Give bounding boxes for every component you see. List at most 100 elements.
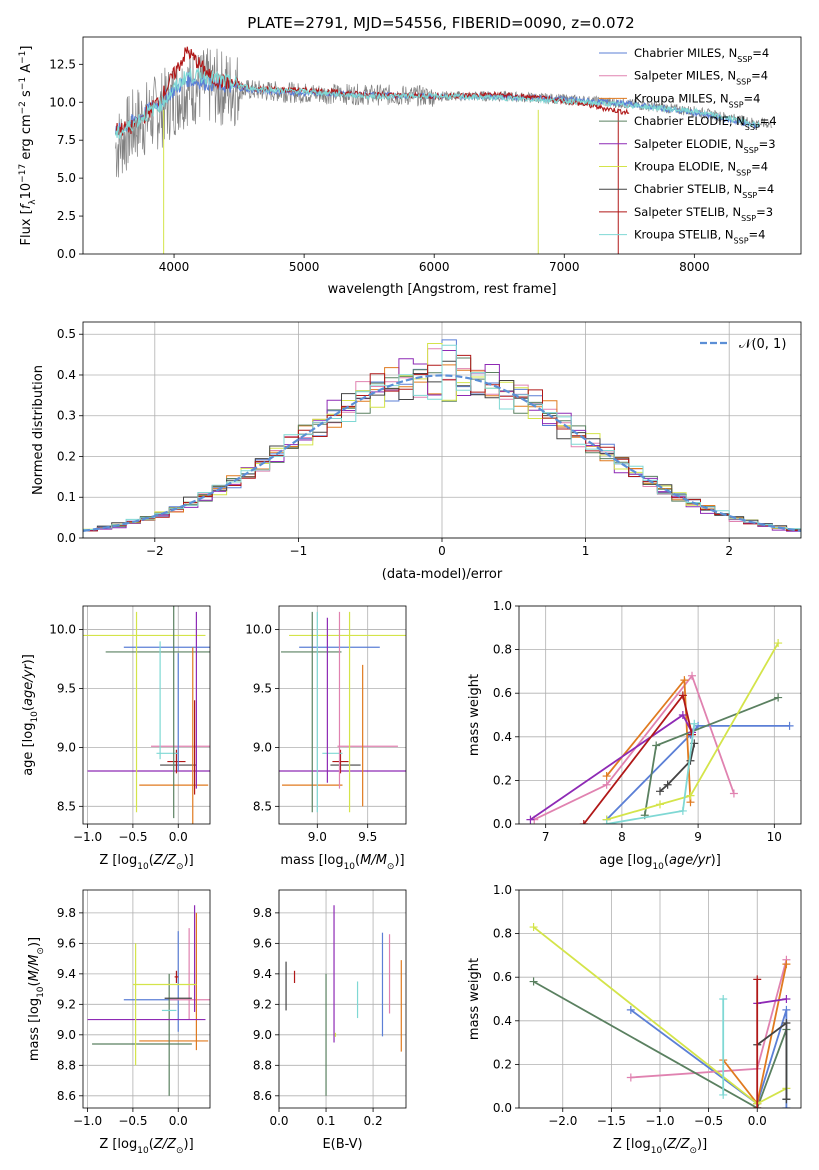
plus-marker [602, 780, 611, 789]
x-tick-label: −0.5 [694, 1114, 723, 1128]
y-tick-label: 12.5 [49, 57, 76, 71]
legend-sub: SSP [744, 145, 759, 154]
legend-tail: =3 [759, 137, 776, 151]
label-part: Z/Z [666, 1137, 690, 1152]
mass-vs-metallicity-panel: −1.0 −0.5 0.08.68.89.09.29.49.69.8Z [log10… [27, 889, 211, 1156]
legend-entry: Chabrier MILES, NSSP=4 [634, 46, 769, 64]
mass-weight-vs-metallicity-panel-marks [529, 923, 791, 1108]
normal-reference-curve [83, 374, 801, 532]
legend-tail: =4 [751, 160, 768, 174]
age-vs-metallicity-panel: −1.0 −0.5 0.08.59.09.510.0Z [log10(Z/Z⊙)]a… [21, 605, 211, 872]
plus-marker [626, 1073, 635, 1082]
label-part: age/yr [21, 663, 36, 706]
y-tick-label: 9.8 [253, 906, 272, 920]
y-tick-label: 10.0 [245, 623, 272, 637]
x-tick-label: 7000 [549, 260, 580, 274]
x-tick-label: −1.0 [73, 830, 102, 844]
age-vs-metallicity-panel-marks [83, 606, 210, 824]
legend-tail: =4 [757, 182, 774, 196]
x-tick-label: −1.0 [645, 1114, 674, 1128]
mass-vs-extinction-panel: 0.0 0.1 0.2 8.6 8.8 9.0 9.2 9.4 9.6 9.8 E(B-V) [253, 889, 407, 1152]
legend-tail: =4 [752, 46, 769, 60]
label-part: wavelength [Angstrom, rest frame] [328, 282, 557, 297]
x-tick-label: −0.5 [118, 1114, 147, 1128]
label-part: ( [664, 853, 669, 868]
y-tick-label: 8.5 [253, 799, 272, 813]
plus-marker [686, 791, 695, 800]
label-part: age/yr [669, 853, 712, 868]
y-tick-label: 8.6 [253, 1089, 272, 1103]
plus-marker [680, 676, 689, 685]
x-tick-label: 8000 [679, 260, 710, 274]
y-tick-label: 9.2 [253, 997, 272, 1011]
x-tick-label: 0.0 [269, 1114, 288, 1128]
plus-marker [688, 671, 697, 680]
legend-tail: =3 [756, 205, 773, 219]
y-tick-label: 10.0 [49, 623, 76, 637]
y-tick-label: 0.0 [57, 247, 76, 261]
label-part: 10 [651, 1146, 663, 1156]
plus-marker [529, 977, 538, 986]
x-tick-label: 5000 [289, 260, 320, 274]
label-part: A [19, 64, 34, 77]
plus-marker [782, 995, 791, 1003]
label-part: E(B-V) [322, 1137, 362, 1152]
label-part: 10 [137, 1146, 149, 1156]
y-tick-label: 9.5 [57, 681, 76, 695]
x-tick-label: 8 [618, 830, 626, 844]
y-tick-label: 0.6 [493, 970, 512, 984]
y-tick-label: 0.6 [493, 686, 512, 700]
axes-frame [82, 321, 802, 539]
legend-entry: Kroupa MILES, NSSP=4 [634, 91, 760, 109]
plus-marker [602, 772, 611, 781]
plus-marker [782, 1104, 791, 1108]
y-tick-label: 9.5 [253, 681, 272, 695]
label-part: mass weight [467, 958, 482, 1040]
y-tick-label: 9.8 [57, 906, 76, 920]
weight-line [757, 998, 787, 1005]
legend-name: Chabrier MILES, N [634, 46, 737, 60]
plus-marker [652, 741, 661, 750]
y-tick-label: 9.0 [253, 1028, 272, 1042]
label-part: M/M [27, 955, 42, 982]
x-tick-label: 9 [694, 830, 702, 844]
chart-panels: 4000 5000 6000 7000 80000.02.55.07.510.012.5… [18, 36, 802, 1156]
label-part: ⊙ [176, 1146, 184, 1156]
y-axis-label: Normed distribution [31, 365, 46, 495]
label-part: erg cm [19, 114, 34, 163]
label-part: 10 [36, 986, 46, 998]
y-tick-label: 9.0 [253, 740, 272, 754]
y-tick-label: 0.1 [57, 490, 76, 504]
label-part: mass [log [280, 853, 343, 868]
x-tick-label: 9.5 [358, 830, 377, 844]
y-tick-label: 7.5 [57, 133, 76, 147]
y-tick-label: 0.2 [493, 1057, 512, 1071]
label-part: mass [log [27, 998, 42, 1061]
plus-marker [782, 1018, 791, 1027]
y-tick-label: 8.8 [253, 1058, 272, 1072]
y-tick-label: 0.0 [493, 817, 512, 831]
weight-line [533, 673, 735, 821]
mass-vs-metallicity-panel-marks [87, 905, 210, 1096]
label-part: Normed distribution [31, 365, 46, 495]
weight-line [643, 696, 779, 816]
label-part: )] [711, 853, 721, 868]
residual-histogram-kroupa-stelib [83, 344, 801, 538]
legend-tail: =4 [744, 91, 761, 105]
legend-sub: SSP [736, 168, 751, 177]
x-axis-label: wavelength [Angstrom, rest frame] [328, 282, 557, 297]
age-vs-mass-panel-marks [279, 611, 406, 813]
plus-marker [602, 820, 611, 824]
y-axis-label: mass [log10(M/M⊙)] [27, 937, 46, 1061]
weight-line [659, 743, 696, 792]
label-part: Z [log [99, 1137, 137, 1152]
x-tick-label: −1.0 [73, 1114, 102, 1128]
label-part: age [log [599, 853, 652, 868]
label-part: −1 [18, 51, 28, 64]
y-tick-label: 10.0 [49, 95, 76, 109]
y-tick-label: 9.6 [253, 936, 272, 950]
label-part: age [log [21, 723, 36, 776]
x-tick-label: −1 [290, 544, 308, 558]
label-part: ( [27, 981, 42, 986]
